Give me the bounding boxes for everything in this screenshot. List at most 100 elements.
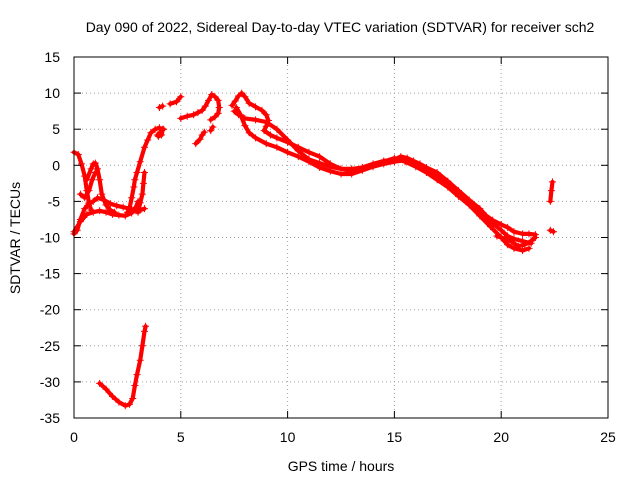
data-point [245, 99, 253, 107]
series-segment [84, 161, 117, 215]
data-series-sdtvar [70, 89, 558, 410]
data-point [514, 242, 522, 250]
data-point [262, 111, 270, 119]
data-point [102, 208, 110, 216]
y-tick-label: 15 [44, 49, 60, 65]
x-tick-label: 20 [493, 429, 509, 445]
data-point [230, 107, 238, 115]
data-point [136, 158, 144, 166]
data-point [139, 179, 147, 187]
data-point [96, 207, 104, 215]
data-point [83, 210, 91, 218]
y-axis-label: SDTVAR / TECUs [7, 182, 23, 294]
data-point [487, 223, 495, 231]
data-point [166, 100, 174, 108]
x-axis-label: GPS time / hours [288, 458, 395, 474]
data-point [326, 163, 334, 171]
data-point [133, 169, 141, 177]
data-point [138, 342, 146, 350]
data-point [155, 124, 163, 132]
data-point [211, 93, 219, 101]
data-point [192, 140, 200, 148]
y-tick-label: -15 [40, 266, 60, 282]
data-point [113, 202, 121, 210]
data-point [241, 122, 249, 130]
grid-lines [74, 57, 608, 418]
data-point [142, 322, 150, 330]
data-point [550, 228, 558, 236]
data-point [85, 187, 93, 195]
data-point [136, 199, 144, 207]
data-point [501, 235, 509, 243]
data-point [177, 93, 185, 101]
y-tick-label: -30 [40, 374, 60, 390]
data-point [305, 156, 313, 164]
data-point [159, 102, 167, 110]
data-point [401, 158, 409, 166]
data-point [198, 106, 206, 114]
data-point [504, 223, 512, 231]
data-point [207, 116, 215, 124]
data-point [111, 208, 119, 216]
data-point [200, 128, 208, 136]
x-tick-labels: 0 5 10 15 20 25 [70, 429, 616, 445]
data-point [422, 169, 430, 177]
data-point [76, 190, 84, 198]
data-point [521, 241, 529, 249]
data-point [531, 234, 539, 241]
data-point [126, 205, 134, 213]
data-point [234, 111, 242, 119]
data-point [262, 140, 270, 148]
data-point [234, 92, 242, 100]
y-tick-label: -35 [40, 410, 60, 426]
data-point [173, 98, 181, 106]
data-point [548, 178, 556, 186]
y-tick-label: -20 [40, 302, 60, 318]
data-point [252, 103, 260, 111]
data-point [87, 165, 95, 173]
data-point [245, 129, 253, 137]
y-tick-label: -10 [40, 230, 60, 246]
series-segment [97, 324, 148, 408]
data-point [81, 205, 89, 213]
data-point [134, 208, 142, 216]
data-point [525, 244, 533, 252]
data-point [211, 113, 219, 121]
data-point [144, 136, 152, 144]
data-point [337, 165, 345, 173]
data-point [519, 246, 527, 254]
data-point [214, 96, 222, 104]
data-point [138, 190, 146, 198]
data-point [108, 392, 116, 400]
data-point [196, 135, 204, 143]
data-point [89, 208, 97, 216]
series-segment [232, 109, 532, 253]
data-point [546, 226, 554, 234]
data-point [93, 165, 101, 173]
x-tick-label: 10 [280, 429, 296, 445]
data-point [547, 187, 555, 195]
data-point [294, 147, 302, 155]
data-point [130, 183, 138, 191]
data-point [140, 143, 148, 151]
y-tick-labels: 15 10 5 0 -5 -10 -15 -20 -25 -30 -35 [40, 49, 60, 426]
data-point [81, 194, 89, 202]
data-point [131, 382, 139, 390]
data-point [238, 89, 246, 97]
data-point [89, 197, 97, 205]
series-segment [71, 199, 141, 234]
data-point [252, 134, 260, 142]
data-point [121, 402, 129, 410]
data-point [131, 176, 139, 184]
data-point [510, 244, 518, 252]
data-point [258, 106, 266, 114]
data-point [497, 226, 505, 234]
data-point [241, 114, 249, 122]
data-point [155, 104, 163, 112]
data-point [140, 169, 148, 177]
data-point [454, 192, 462, 200]
data-point [241, 93, 249, 101]
data-point [115, 211, 123, 219]
data-point [284, 148, 292, 156]
